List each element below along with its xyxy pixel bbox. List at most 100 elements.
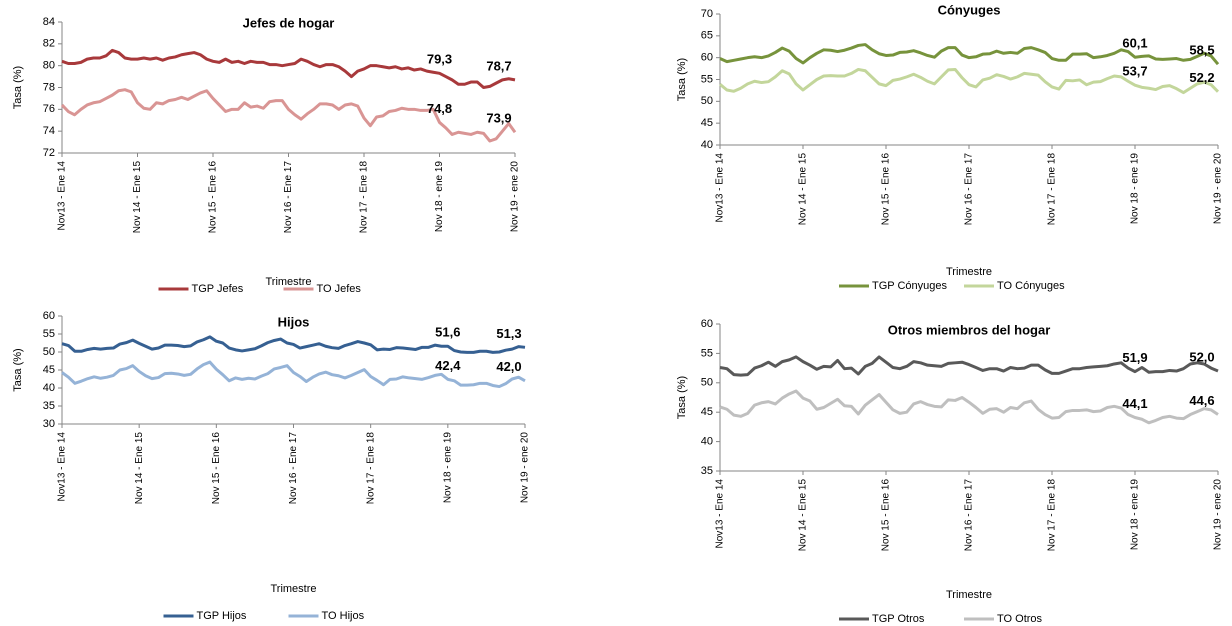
series-line: [719, 43, 1220, 66]
x-tick-label: Nov 19 - ene 20: [1213, 153, 1224, 225]
y-tick-label: 80: [43, 60, 55, 72]
y-tick-label: 55: [43, 328, 55, 340]
y-axis-title: Tasa (%): [676, 376, 688, 419]
series-line: [719, 355, 1219, 377]
data-label: 53,7: [1122, 64, 1147, 79]
series-line: [719, 67, 1220, 95]
x-tick-label: Nov 19 - ene 20: [510, 161, 521, 233]
x-tick-label: Nov13 - Ene 14: [57, 432, 68, 502]
x-tick-label: Nov 16 - Ene 17: [964, 153, 975, 226]
data-label: 44,1: [1122, 396, 1147, 411]
data-label: 51,9: [1122, 350, 1147, 365]
data-label: 52,0: [1189, 349, 1214, 364]
y-tick-label: 40: [43, 382, 55, 394]
y-tick-label: 45: [701, 406, 713, 418]
data-label: 79,3: [427, 52, 452, 67]
data-label: 78,7: [486, 58, 511, 73]
legend-label: TGP Otros: [872, 613, 925, 625]
legend-label: TO Jefes: [317, 283, 362, 295]
x-tick-label: Nov 19 - ene 20: [1213, 479, 1224, 551]
x-tick-label: Nov 17 - Ene 18: [359, 161, 370, 234]
x-tick-label: Nov 18 - ene 19: [1130, 479, 1141, 551]
y-tick-label: 65: [701, 30, 713, 42]
legend-label: TGP Jefes: [192, 283, 244, 295]
y-tick-label: 35: [701, 465, 713, 477]
x-tick-label: Nov 18 - ene 19: [434, 161, 445, 233]
legend-label: TGP Cónyuges: [872, 280, 948, 292]
chart-title: Jefes de hogar: [243, 15, 335, 30]
legend-label: TO Otros: [997, 613, 1043, 625]
x-tick-label: Nov 14 - Ene 15: [134, 432, 145, 505]
y-tick-label: 45: [701, 117, 713, 129]
legend-label: TGP Hijos: [197, 610, 247, 622]
x-tick-label: Nov 15 - Ene 16: [881, 153, 892, 226]
series-line: [61, 48, 516, 89]
series-line: [719, 389, 1219, 425]
data-label: 42,4: [435, 358, 461, 373]
y-tick-label: 84: [43, 16, 55, 28]
x-tick-label: Nov 15 - Ene 16: [881, 479, 892, 552]
data-label: 44,6: [1189, 393, 1214, 408]
x-tick-label: Nov 17 - Ene 18: [365, 432, 376, 505]
x-axis-title: Trimestre: [946, 589, 992, 601]
data-label: 51,3: [496, 326, 521, 341]
chart: Jefes de hogar Tasa (%) Trimestre 72 74 76 78 8…: [12, 15, 521, 294]
chart-title: Cónyuges: [938, 2, 1001, 17]
y-tick-label: 35: [43, 400, 55, 412]
y-tick-label: 50: [43, 346, 55, 358]
y-tick-label: 60: [701, 318, 713, 330]
y-tick-label: 60: [43, 310, 55, 322]
series-line: [61, 360, 526, 389]
legend-label: TO Cónyuges: [997, 280, 1065, 292]
chart-title: Otros miembros del hogar: [888, 322, 1051, 337]
y-tick-label: 40: [701, 436, 713, 448]
y-axis-title: Tasa (%): [12, 348, 24, 391]
x-tick-label: Nov 17 - Ene 18: [1047, 153, 1058, 226]
legend-label: TO Hijos: [322, 610, 365, 622]
chart: Otros miembros del hogar Tasa (%) Trimestr…: [676, 318, 1224, 625]
y-axis-title: Tasa (%): [12, 66, 24, 109]
y-tick-label: 76: [43, 103, 55, 115]
data-label: 51,6: [435, 325, 460, 340]
y-axis-title: Tasa (%): [676, 58, 688, 101]
y-tick-label: 60: [701, 52, 713, 64]
x-tick-label: Nov13 - Ene 14: [715, 479, 726, 549]
y-tick-label: 45: [43, 364, 55, 376]
data-label: 60,1: [1122, 36, 1147, 51]
x-tick-label: Nov 18 - ene 19: [1130, 153, 1141, 225]
chart-title: Hijos: [278, 314, 310, 329]
x-tick-label: Nov 14 - Ene 15: [132, 161, 143, 234]
x-tick-label: Nov 18 - ene 19: [442, 432, 453, 504]
data-label: 52,2: [1189, 70, 1214, 85]
y-tick-label: 55: [701, 347, 713, 359]
x-axis-title: Trimestre: [946, 266, 992, 278]
series-line: [60, 88, 517, 143]
x-tick-label: Nov13 - Ene 14: [57, 161, 68, 231]
y-tick-label: 70: [701, 8, 713, 20]
y-tick-label: 82: [43, 38, 55, 50]
y-tick-label: 50: [701, 95, 713, 107]
y-tick-label: 78: [43, 81, 55, 93]
data-label: 73,9: [486, 111, 511, 126]
y-tick-label: 40: [701, 139, 713, 151]
y-tick-label: 50: [701, 377, 713, 389]
x-axis-title: Trimestre: [270, 583, 316, 595]
y-tick-label: 55: [701, 73, 713, 85]
y-tick-label: 72: [43, 147, 55, 159]
series-line: [61, 335, 526, 354]
x-tick-label: Nov 16 - Ene 17: [283, 161, 294, 234]
data-label: 74,8: [427, 101, 452, 116]
data-label: 42,0: [496, 359, 521, 374]
x-tick-label: Nov 14 - Ene 15: [798, 479, 809, 552]
x-tick-label: Nov 15 - Ene 16: [211, 432, 222, 505]
x-tick-label: Nov 16 - Ene 17: [288, 432, 299, 505]
y-tick-label: 30: [43, 418, 55, 430]
y-tick-label: 74: [43, 125, 55, 137]
data-label: 58,5: [1189, 43, 1214, 58]
x-tick-label: Nov 17 - Ene 18: [1047, 479, 1058, 552]
x-axis-title: Trimestre: [265, 276, 311, 288]
x-tick-label: Nov13 - Ene 14: [715, 153, 726, 223]
chart: Cónyuges Tasa (%) Trimestre 40 45 50 55 60 65 70 N…: [676, 2, 1224, 291]
chart: Hijos Tasa (%) Trimestre 30 35 40 45 50 55 60 Nov1…: [12, 310, 531, 622]
